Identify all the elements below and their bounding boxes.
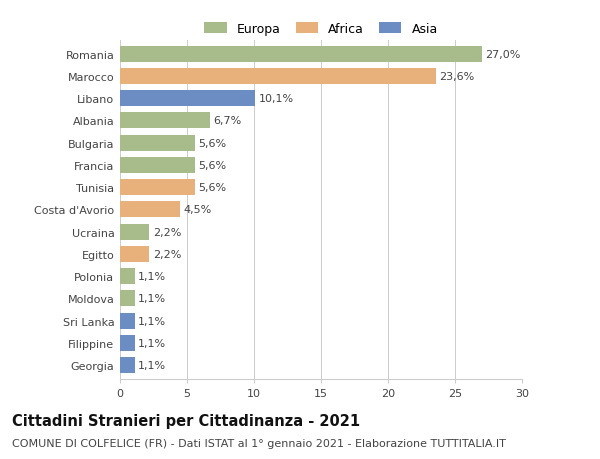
Bar bbox=[120, 313, 135, 329]
Bar bbox=[120, 358, 135, 373]
Bar bbox=[120, 91, 256, 107]
Text: 5,6%: 5,6% bbox=[199, 183, 227, 193]
Text: COMUNE DI COLFELICE (FR) - Dati ISTAT al 1° gennaio 2021 - Elaborazione TUTTITAL: COMUNE DI COLFELICE (FR) - Dati ISTAT al… bbox=[12, 438, 506, 448]
Text: 2,2%: 2,2% bbox=[153, 249, 181, 259]
Bar bbox=[120, 269, 135, 285]
Bar bbox=[120, 291, 135, 307]
Text: 27,0%: 27,0% bbox=[485, 50, 521, 60]
Bar bbox=[120, 180, 195, 196]
Bar bbox=[120, 224, 149, 240]
Text: 1,1%: 1,1% bbox=[138, 316, 166, 326]
Text: 5,6%: 5,6% bbox=[199, 139, 227, 148]
Text: 1,1%: 1,1% bbox=[138, 272, 166, 281]
Bar bbox=[120, 47, 482, 62]
Text: 4,5%: 4,5% bbox=[184, 205, 212, 215]
Text: 1,1%: 1,1% bbox=[138, 294, 166, 304]
Bar bbox=[120, 113, 210, 129]
Bar bbox=[120, 246, 149, 263]
Bar bbox=[120, 69, 436, 85]
Text: 6,7%: 6,7% bbox=[213, 116, 241, 126]
Text: Cittadini Stranieri per Cittadinanza - 2021: Cittadini Stranieri per Cittadinanza - 2… bbox=[12, 413, 360, 428]
Legend: Europa, Africa, Asia: Europa, Africa, Asia bbox=[200, 19, 442, 39]
Bar bbox=[120, 157, 195, 174]
Bar bbox=[120, 202, 180, 218]
Text: 2,2%: 2,2% bbox=[153, 227, 181, 237]
Text: 10,1%: 10,1% bbox=[259, 94, 294, 104]
Text: 1,1%: 1,1% bbox=[138, 338, 166, 348]
Bar bbox=[120, 135, 195, 151]
Text: 5,6%: 5,6% bbox=[199, 161, 227, 171]
Bar bbox=[120, 335, 135, 351]
Text: 1,1%: 1,1% bbox=[138, 360, 166, 370]
Text: 23,6%: 23,6% bbox=[440, 72, 475, 82]
